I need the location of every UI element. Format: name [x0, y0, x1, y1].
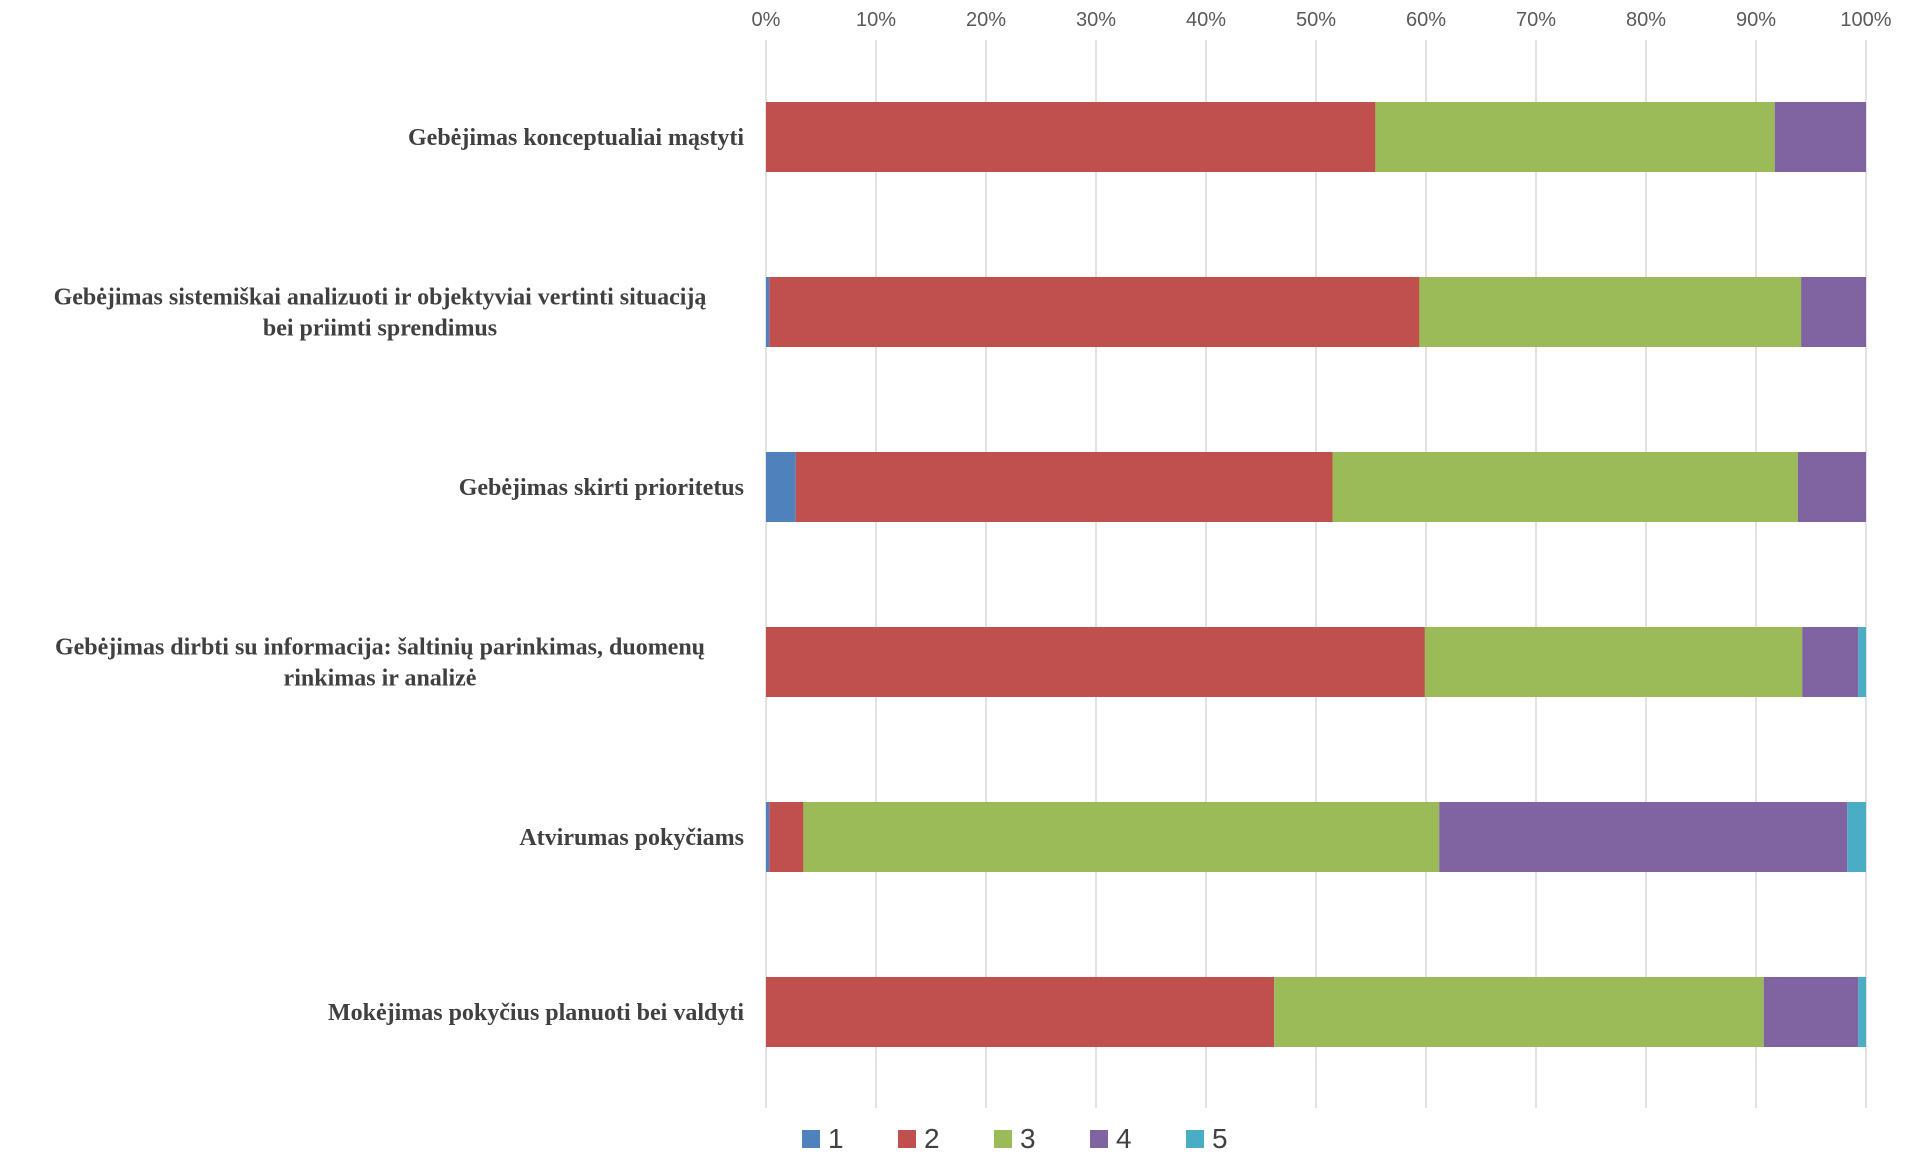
bar-segment-series-4 — [1802, 627, 1859, 697]
bar-segment-series-5 — [1858, 627, 1866, 697]
x-tick-label: 70% — [1516, 9, 1556, 31]
bar-segment-series-3 — [1375, 102, 1775, 172]
bar-segment-series-3 — [1274, 977, 1764, 1047]
category-label: Mokėjimas pokyčius planuoti bei valdyti — [328, 1000, 744, 1026]
x-tick-label: 20% — [966, 9, 1006, 31]
legend-swatch — [802, 1130, 820, 1148]
bar-segment-series-1 — [766, 452, 796, 522]
bar-segment-series-4 — [1801, 277, 1866, 347]
category-label: bei priimti sprendimus — [263, 316, 497, 342]
bar-segment-series-2 — [766, 977, 1275, 1047]
category-label: Gebėjimas skirti prioritetus — [459, 475, 744, 501]
x-tick-label: 10% — [856, 9, 896, 31]
bar-segment-series-4 — [1439, 802, 1848, 872]
bar-segment-series-5 — [1858, 977, 1866, 1047]
bar-segment-series-3 — [1419, 277, 1802, 347]
bar-segment-series-3 — [1332, 452, 1798, 522]
x-tick-label: 0% — [752, 9, 781, 31]
legend-label: 5 — [1212, 1123, 1228, 1154]
legend-swatch — [1090, 1130, 1108, 1148]
bars — [766, 102, 1866, 1047]
bar-segment-series-2 — [769, 277, 1420, 347]
x-tick-label: 100% — [1840, 9, 1891, 31]
category-label: Gebėjimas konceptualiai mąstyti — [408, 125, 744, 151]
bar-segment-series-4 — [1797, 452, 1866, 522]
x-tick-label: 60% — [1406, 9, 1446, 31]
x-tick-label: 50% — [1296, 9, 1336, 31]
bar-segment-series-1 — [766, 277, 770, 347]
bar-segment-series-2 — [795, 452, 1333, 522]
bar-segment-series-4 — [1774, 102, 1866, 172]
x-tick-label: 90% — [1736, 9, 1776, 31]
bar-segment-series-3 — [803, 802, 1440, 872]
legend: 1 2 3 4 5 — [802, 1123, 1228, 1154]
bar-segment-series-5 — [1847, 802, 1866, 872]
gridlines — [765, 40, 1867, 1108]
legend-swatch — [898, 1130, 916, 1148]
bar-segment-series-2 — [769, 802, 804, 872]
legend-label: 3 — [1020, 1123, 1036, 1154]
x-tick-label: 80% — [1626, 9, 1666, 31]
category-label: Gebėjimas dirbti su informacija: šaltini… — [55, 635, 705, 661]
x-tick-label: 40% — [1186, 9, 1226, 31]
category-labels: Gebėjimas konceptualiai mąstyti Gebėjimas… — [54, 125, 745, 1026]
legend-label: 4 — [1116, 1123, 1132, 1154]
bar-segment-series-3 — [1424, 627, 1803, 697]
bar-segment-series-4 — [1763, 977, 1859, 1047]
legend-swatch — [994, 1130, 1012, 1148]
bar-segment-series-2 — [766, 627, 1425, 697]
legend-label: 1 — [828, 1123, 844, 1154]
bar-segment-series-1 — [766, 802, 770, 872]
category-label: Gebėjimas sistemiškai analizuoti ir obje… — [54, 285, 707, 311]
category-label: Atvirumas pokyčiams — [519, 825, 744, 851]
legend-swatch — [1186, 1130, 1204, 1148]
x-tick-label: 30% — [1076, 9, 1116, 31]
x-axis-ticks: 0% 10% 20% 30% 40% 50% 60% 70% 80% 90% 100% — [752, 9, 1892, 31]
bar-segment-series-2 — [766, 102, 1376, 172]
category-label: rinkimas ir analizė — [284, 666, 477, 692]
legend-label: 2 — [924, 1123, 940, 1154]
